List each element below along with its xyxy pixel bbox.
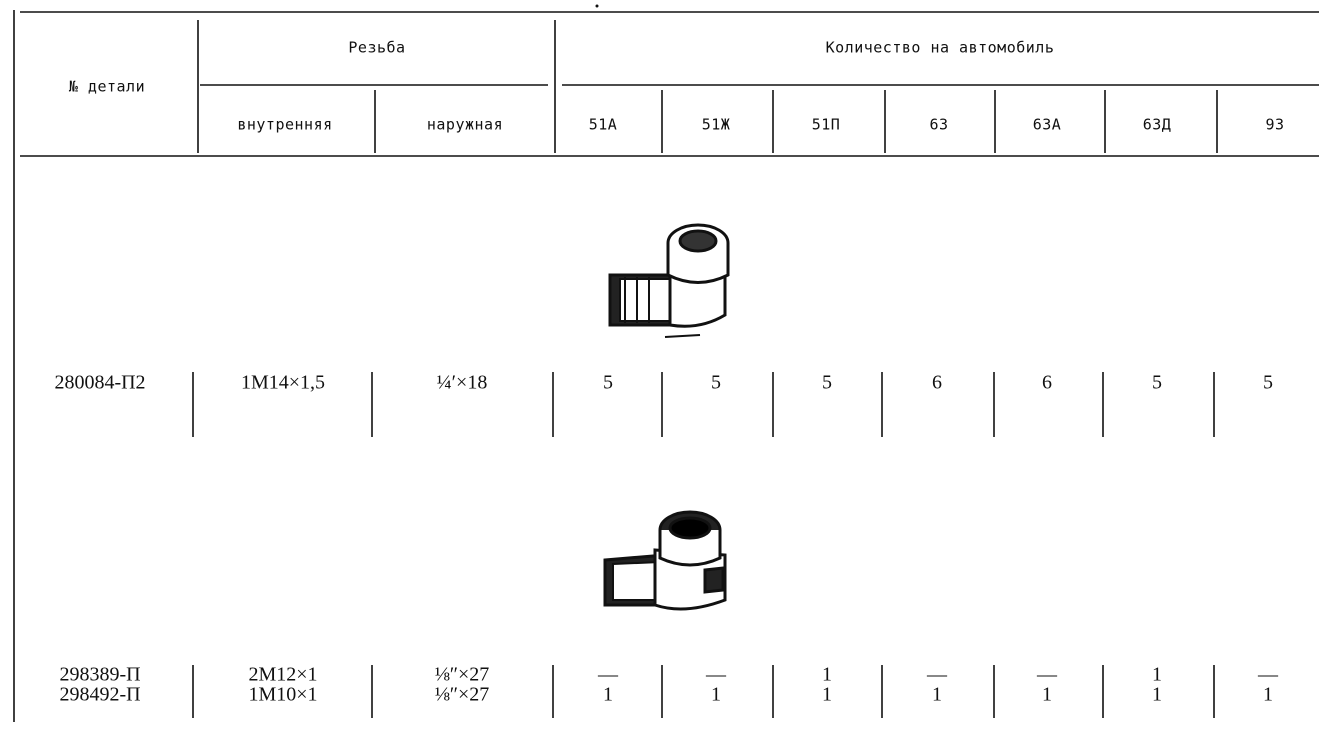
header-model: 63А [1033, 116, 1062, 134]
quantity: 1 [1042, 684, 1052, 706]
quantity: 5 [711, 372, 721, 394]
header-thread: Резьба [348, 39, 405, 57]
quantity: 1 [1152, 664, 1162, 686]
quantity: — [1036, 664, 1058, 686]
table-rules [13, 4, 1319, 722]
header-model: 51Ж [702, 116, 731, 134]
quantity: — [597, 664, 619, 686]
header-thread-inner: внутренняя [237, 116, 332, 134]
quantity: 5 [822, 372, 832, 394]
outer-thread: ¼′×18 [437, 372, 488, 394]
outer-thread: ⅛″×27 [435, 664, 490, 686]
inner-thread: 1M14×1,5 [241, 372, 325, 394]
header-part-no: № детали [69, 78, 145, 96]
header-model: 63Д [1143, 116, 1172, 134]
outer-thread: ⅛″×27 [435, 684, 490, 706]
quantity: 1 [1152, 684, 1162, 706]
quantity: 1 [603, 684, 613, 706]
header-quantity: Количество на автомобиль [826, 39, 1055, 57]
quantity: 1 [822, 684, 832, 706]
quantity: — [926, 664, 948, 686]
quantity: — [1257, 664, 1279, 686]
quantity: 6 [932, 372, 942, 394]
quantity: 6 [1042, 372, 1052, 394]
part-number: 298389-П [59, 664, 140, 686]
inner-thread: 1M10×1 [248, 684, 317, 706]
quantity: 1 [822, 664, 832, 686]
part-number: 298492-П [59, 684, 140, 706]
quantity: 1 [711, 684, 721, 706]
inner-thread: 2M12×1 [248, 664, 317, 686]
quantity: 1 [932, 684, 942, 706]
fitting-illustration [603, 510, 727, 611]
fitting-illustration [608, 223, 730, 338]
header-model: 63 [929, 116, 948, 134]
quantity: 5 [1263, 372, 1273, 394]
header-model: 51П [812, 116, 841, 134]
quantity: — [705, 664, 727, 686]
quantity: 5 [1152, 372, 1162, 394]
quantity: 1 [1263, 684, 1273, 706]
header-model: 51А [589, 116, 618, 134]
header-thread-outer: наружная [427, 116, 503, 134]
header-model: 93 [1265, 116, 1284, 134]
part-number: 280084-П2 [54, 372, 145, 394]
quantity: 5 [603, 372, 613, 394]
